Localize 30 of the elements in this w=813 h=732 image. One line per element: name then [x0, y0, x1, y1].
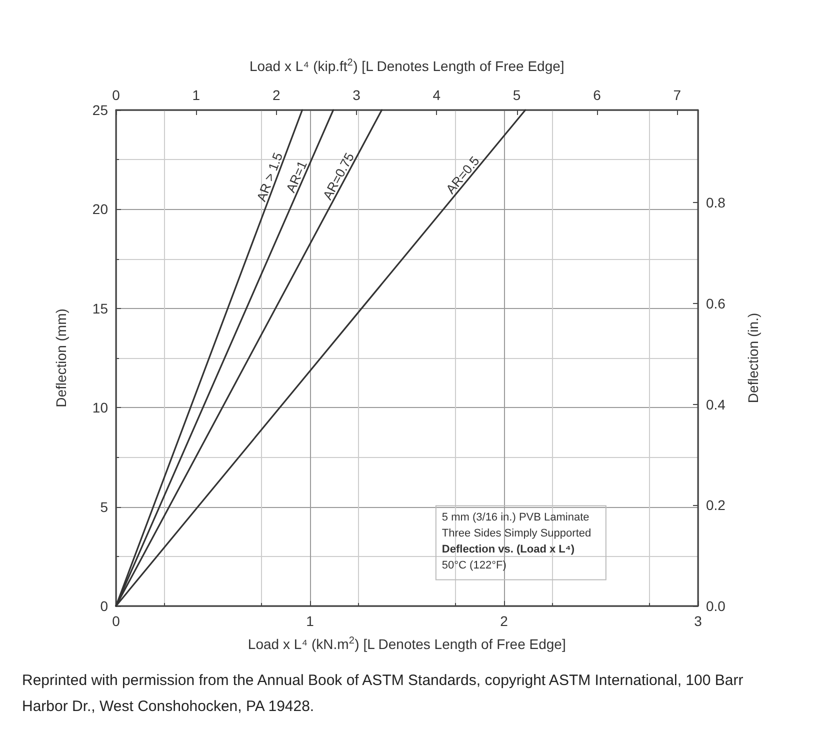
annotation: Deflection vs. (Load x L⁴)	[442, 543, 575, 556]
y2-tick-label: 0.8	[706, 194, 726, 211]
x-tick-label: 2	[500, 613, 508, 629]
y2-axis-title: Deflection (in.)	[745, 312, 761, 404]
x-tick-label: 1	[306, 613, 314, 629]
annotation: 5 mm (3/16 in.) PVB Laminate	[442, 511, 590, 524]
x2-tick-label: 0	[112, 87, 120, 103]
x-tick-label: 3	[694, 613, 702, 629]
y-tick-label: 5	[100, 498, 108, 515]
annotation: Three Sides Simply Supported	[442, 527, 592, 540]
y-tick-label: 0	[100, 598, 108, 614]
x2-tick-label: 3	[352, 87, 361, 103]
y2-tick-label: 0.6	[706, 296, 726, 312]
x-tick-label: 0	[112, 613, 120, 629]
y-tick-label: 10	[92, 400, 108, 416]
annotation: 50°C (122°F)	[442, 559, 506, 572]
x2-tick-label: 5	[512, 87, 521, 103]
x2-tick-label: 1	[192, 87, 200, 103]
y2-tick-label: 0.4	[706, 396, 726, 412]
y-tick-label: 20	[92, 201, 108, 218]
text: 0.0	[706, 598, 726, 614]
text: Reprinted with permission from the Annual Book of ASTM Standards, copyright ASTM International, 100 Barr Harbor Dr., West Conshohocken, PA 19428.	[21, 671, 744, 717]
y-axis-title: Deflection (mm)	[53, 308, 69, 408]
y-tick-label: 25	[92, 102, 108, 118]
x2-tick-label: 6	[593, 87, 602, 103]
y-tick-label: 15	[92, 300, 108, 316]
y2-tick-label: 0.2	[706, 497, 726, 514]
x2-tick-label: 4	[432, 87, 441, 103]
x2-tick-label: 7	[673, 87, 682, 103]
x2-tick-label: 2	[272, 87, 280, 103]
